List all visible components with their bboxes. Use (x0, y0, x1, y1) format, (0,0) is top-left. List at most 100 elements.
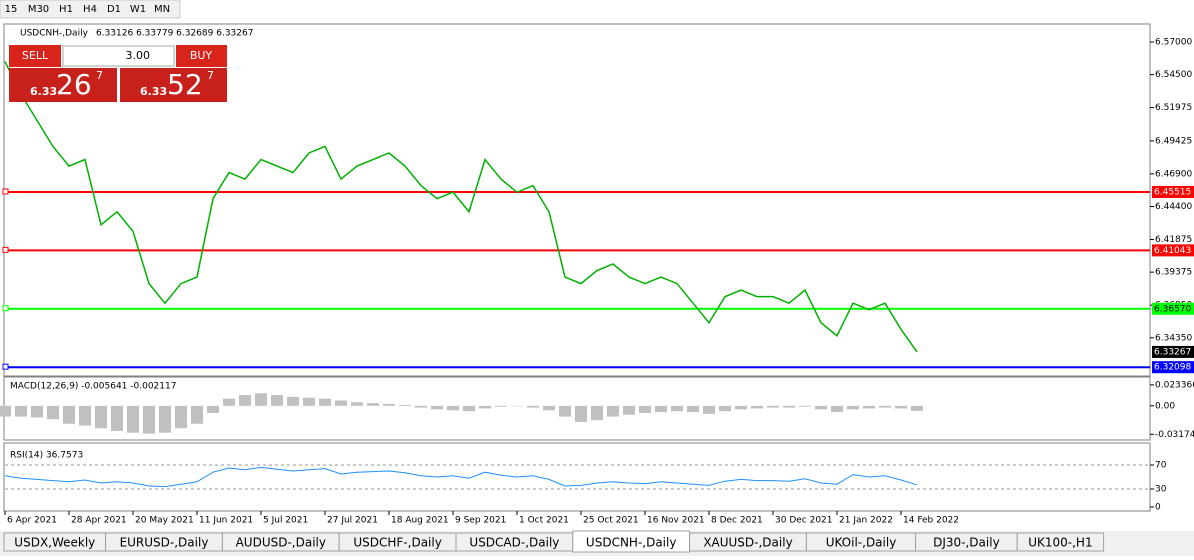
level-handle (2, 363, 9, 370)
timeframe[interactable]: M30 (28, 4, 49, 15)
panel-title: RSI(14) 36.7573 (10, 451, 83, 461)
rsi-panel (3, 442, 1151, 512)
histogram-bar (543, 405, 555, 411)
tab-label[interactable]: USDCNH-,Daily (586, 536, 677, 550)
histogram-bar (271, 395, 283, 406)
timeframe[interactable]: MN (154, 4, 170, 15)
series-line (4, 61, 918, 353)
histogram-bar (223, 398, 235, 406)
timeframe[interactable]: 15 (5, 4, 18, 15)
histogram-bar (447, 405, 459, 411)
buy-price-box[interactable] (120, 68, 227, 102)
histogram-bar (207, 405, 219, 413)
tab-label[interactable]: USDX,Weekly (14, 536, 95, 550)
x-tick-label: 20 May 2021 (135, 516, 194, 526)
buy-button[interactable] (176, 45, 227, 67)
y-tick-label: 30 (1155, 485, 1167, 495)
histogram-bar (159, 405, 171, 433)
tab[interactable] (1016, 532, 1105, 552)
y-tick-label: 6.46900 (1155, 169, 1192, 179)
level-tag (1152, 361, 1194, 374)
y-tick-label: -0.031744 (1155, 430, 1194, 440)
histogram-bar (335, 400, 347, 406)
buy-big: 6.33 (140, 85, 167, 98)
histogram-bar (799, 405, 811, 407)
trade-panel: SELL BUY 3.00 6.33 26 7 6.33 52 7 (9, 45, 227, 102)
y-tick-label: 0 (1155, 503, 1161, 513)
timeframe[interactable]: H1 (59, 4, 73, 15)
tab-label[interactable]: AUDUSD-,Daily (236, 536, 326, 550)
histogram-bar (623, 405, 635, 415)
y-tick-label: 70 (1155, 461, 1167, 471)
sell-label[interactable]: SELL (22, 49, 49, 62)
histogram-bar (703, 405, 715, 414)
timeframe[interactable]: D1 (107, 4, 121, 15)
histogram-bar (735, 405, 747, 410)
y-tick-label: 0.023366 (1155, 380, 1194, 390)
histogram-bar (607, 405, 619, 417)
histogram-bar (415, 405, 427, 408)
sell-price-box[interactable] (9, 68, 117, 102)
histogram-bar (303, 397, 315, 406)
timeframe[interactable]: H4 (83, 4, 97, 15)
histogram-bar (559, 405, 571, 417)
level-tag (1152, 302, 1194, 315)
volume-input[interactable] (62, 45, 175, 67)
histogram-bar (367, 403, 379, 406)
y-tick-label: 6.57000 (1155, 37, 1192, 47)
volume-value[interactable]: 3.00 (126, 49, 151, 62)
histogram-bar (15, 405, 27, 417)
histogram-bar (175, 405, 187, 429)
buy-label[interactable]: BUY (190, 49, 213, 62)
tab-label[interactable]: USDCHF-,Daily (353, 536, 441, 550)
x-tick-label: 21 Jan 2022 (839, 516, 893, 526)
histogram-bar (0, 405, 11, 417)
x-tick-label: 8 Dec 2021 (711, 516, 763, 526)
buy-pips: 52 (167, 68, 203, 101)
histogram-bar (847, 405, 859, 410)
histogram-bar (879, 405, 891, 408)
x-tick-label: 6 Apr 2021 (7, 516, 57, 526)
tab-label[interactable]: XAUUSD-,Daily (703, 536, 792, 550)
tab-label[interactable]: UKOil-,Daily (826, 536, 897, 550)
panel-title: MACD(12,26,9) -0.005641 -0.002117 (10, 382, 176, 392)
sell-point: 7 (96, 69, 103, 82)
sell-button[interactable] (9, 45, 61, 67)
histogram-bar (463, 405, 475, 412)
histogram-bar (671, 405, 683, 412)
tab-label[interactable]: UK100-,H1 (1028, 536, 1092, 550)
histogram-bar (719, 405, 731, 412)
histogram-bar (751, 405, 763, 409)
price-tag (1152, 345, 1194, 358)
buy-point: 7 (207, 69, 214, 82)
level-label: 6.36570 (1154, 304, 1191, 314)
x-tick-label: 11 Jun 2021 (199, 516, 253, 526)
histogram-bar (655, 405, 667, 413)
price-label: 6.33267 (1154, 347, 1191, 357)
histogram-bar (127, 405, 139, 433)
sell-pips: 26 (56, 68, 92, 101)
x-tick-label: 27 Jul 2021 (327, 516, 378, 526)
panel-title: USDCNH-,Daily (20, 29, 89, 39)
level-handle (2, 305, 9, 312)
x-tick-label: 30 Dec 2021 (775, 516, 833, 526)
level-label: 6.32098 (1154, 363, 1191, 373)
y-tick-label: 6.44400 (1155, 202, 1192, 212)
histogram-bar (63, 405, 75, 424)
tab-label[interactable]: EURUSD-,Daily (120, 536, 209, 550)
timeframe[interactable]: W1 (130, 4, 146, 15)
level-label: 6.45515 (1154, 187, 1191, 197)
level-handle (2, 188, 9, 195)
level-tag (1152, 185, 1194, 198)
tab-label[interactable]: DJ30-,Daily (933, 536, 1000, 550)
histogram-bar (687, 405, 699, 413)
tab-label[interactable]: USDCAD-,Daily (469, 536, 559, 550)
histogram-bar (255, 393, 267, 406)
y-tick-label: 0.00 (1155, 401, 1175, 411)
histogram-bar (767, 405, 779, 408)
histogram-bar (383, 404, 395, 406)
histogram-bar (527, 405, 539, 408)
histogram-bar (431, 405, 443, 410)
ohlc: 6.33126 6.33779 6.32689 6.33267 (96, 29, 253, 39)
